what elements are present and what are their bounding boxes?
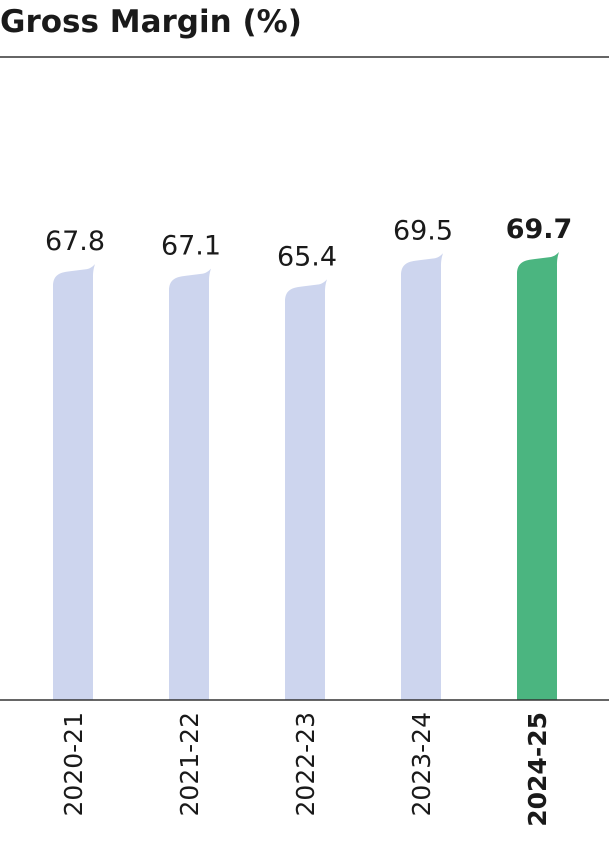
bar bbox=[53, 264, 95, 700]
x-tick-label: 2024-25 bbox=[523, 712, 552, 827]
x-tick-label: 2020-21 bbox=[59, 712, 88, 816]
chart-title: Gross Margin (%) bbox=[0, 4, 302, 40]
value-label: 65.4 bbox=[277, 241, 337, 272]
value-label: 69.5 bbox=[393, 215, 453, 246]
value-label: 69.7 bbox=[506, 214, 573, 245]
x-tick-label: 2021-22 bbox=[175, 712, 204, 816]
x-tick-label: 2023-24 bbox=[407, 712, 436, 816]
value-label: 67.8 bbox=[45, 226, 105, 257]
x-tick-label: 2022-23 bbox=[291, 712, 320, 816]
bar bbox=[517, 252, 559, 701]
bar bbox=[169, 268, 211, 700]
value-label: 67.1 bbox=[161, 231, 221, 262]
bar bbox=[401, 253, 443, 700]
bar bbox=[285, 279, 327, 700]
